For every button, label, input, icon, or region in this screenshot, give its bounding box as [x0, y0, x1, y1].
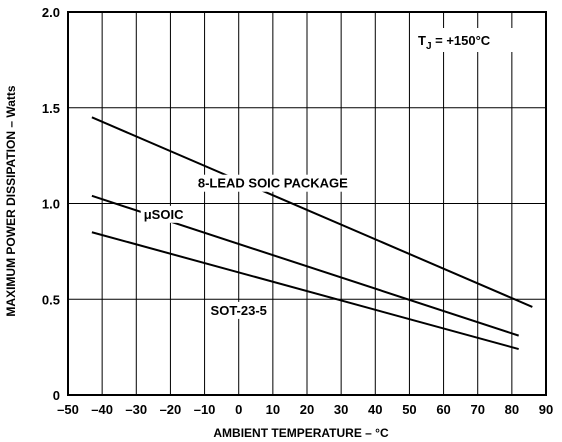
x-tick-label: 0: [235, 402, 242, 417]
junction-temperature-annotation: TJ = +150°C: [413, 28, 526, 52]
y-axis-label: MAXIMUM POWER DISSIPATION – Watts: [4, 85, 18, 316]
y-tick-label: 0: [53, 388, 60, 403]
series-label-text: 8-LEAD SOIC PACKAGE: [198, 176, 348, 191]
x-tick-label: –30: [125, 402, 147, 417]
x-tick-label: –40: [91, 402, 113, 417]
x-tick-label: 50: [402, 402, 416, 417]
series-label-layer: 8-LEAD SOIC PACKAGE μSOIC SOT-23-5: [140, 174, 352, 319]
tj-value: = +150°C: [432, 33, 491, 48]
x-tick-label: 30: [334, 402, 348, 417]
x-tick-label: 70: [470, 402, 484, 417]
y-tick-label: 2.0: [42, 5, 60, 20]
y-tick-label: 1.5: [42, 101, 60, 116]
plot-frame: [67, 11, 547, 396]
series-layer: [91, 116, 533, 351]
x-tick-label: 40: [368, 402, 382, 417]
y-tick-label: 0.5: [42, 292, 60, 307]
series-label-text: μSOIC: [144, 207, 184, 222]
x-tick-label: 80: [505, 402, 519, 417]
series-label: 8-LEAD SOIC PACKAGE: [194, 174, 352, 192]
x-tick-label: 60: [436, 402, 450, 417]
series-line: [91, 231, 519, 351]
x-tick-label: 10: [266, 402, 280, 417]
x-tick-label: –10: [194, 402, 216, 417]
series-label: μSOIC: [140, 205, 188, 223]
grid-layer: [68, 12, 546, 395]
series-label-text: SOT-23-5: [211, 303, 267, 318]
tj-symbol: T: [418, 33, 426, 48]
y-tick-label: 1.0: [42, 197, 60, 212]
series-line: [91, 116, 533, 308]
x-axis-label: AMBIENT TEMPERATURE – °C: [213, 426, 389, 440]
x-tick-label: 20: [300, 402, 314, 417]
x-tick-label: 90: [539, 402, 553, 417]
y-tick-labels: 0 0.5 1.0 1.5 2.0: [42, 5, 60, 403]
x-tick-label: –50: [57, 402, 79, 417]
series-label: SOT-23-5: [207, 301, 270, 319]
x-tick-labels: –50 –40 –30 –20 –10 0 10 20 30 40 50 60 70 80 90: [57, 402, 553, 417]
tj-subscript: J: [426, 41, 432, 52]
svg-text:TJ = +150°C: TJ = +150°C: [418, 33, 491, 52]
x-tick-label: –20: [160, 402, 182, 417]
